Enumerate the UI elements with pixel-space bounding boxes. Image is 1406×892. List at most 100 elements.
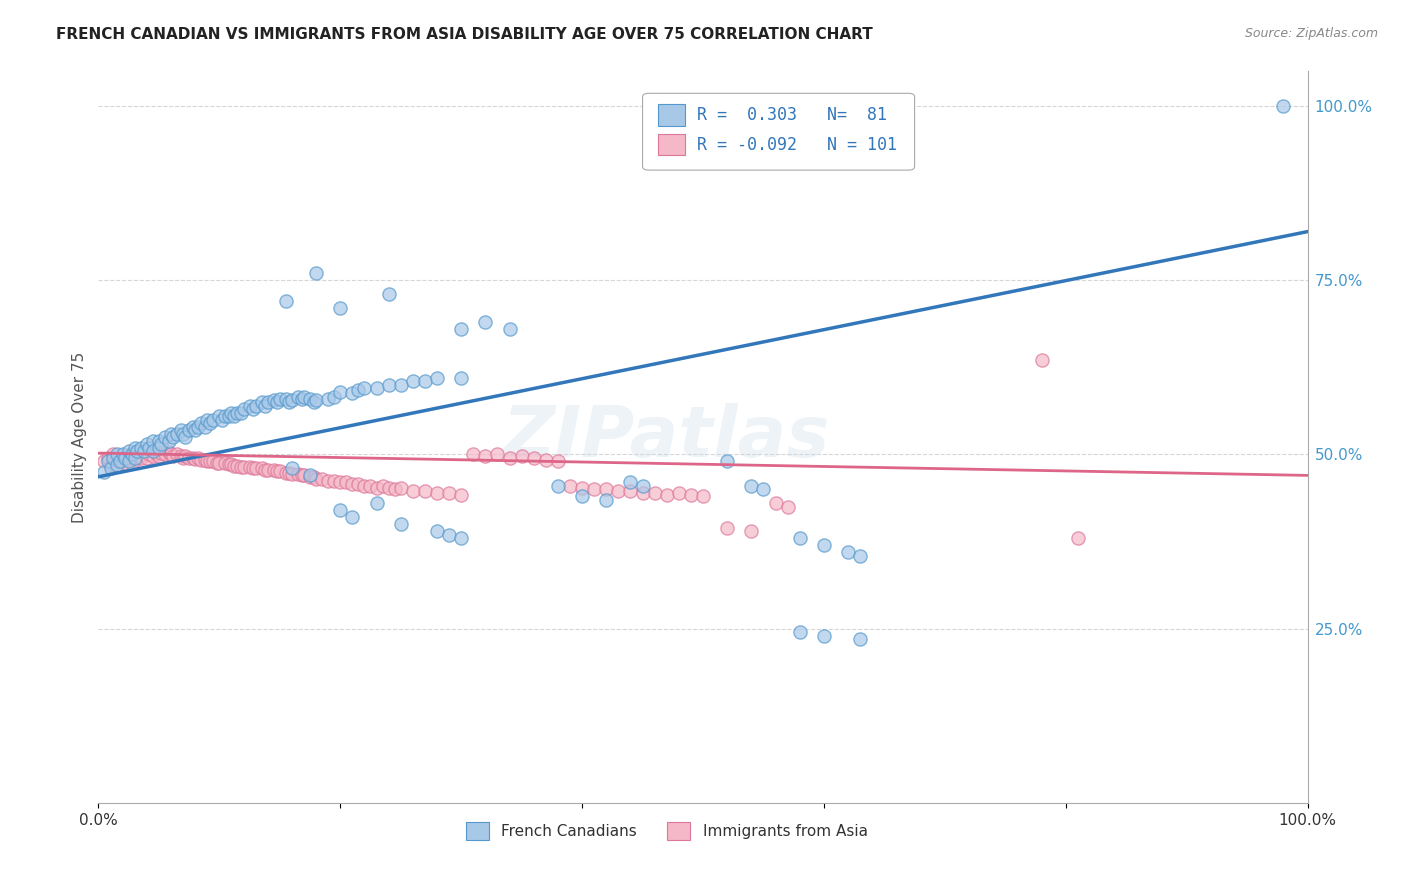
Point [172, 426, 194, 441]
Point [329, 301, 352, 316]
Point [281, 393, 304, 408]
Point [426, 485, 449, 500]
Point [302, 470, 325, 484]
Point [105, 448, 128, 462]
Point [108, 454, 131, 468]
Point [776, 500, 799, 514]
Point [138, 441, 160, 455]
Point [335, 475, 357, 490]
Point [129, 450, 152, 465]
Point [547, 454, 569, 468]
Point [353, 381, 375, 395]
Point [232, 460, 254, 475]
Point [101, 450, 124, 465]
Point [463, 448, 485, 462]
Point [101, 448, 124, 462]
Point [510, 449, 533, 463]
Point [105, 458, 128, 472]
Point [214, 409, 236, 424]
Point [583, 483, 606, 497]
Point [631, 485, 654, 500]
Point [813, 629, 835, 643]
Point [305, 266, 328, 280]
Y-axis label: Disability Age Over 75: Disability Age Over 75 [72, 351, 87, 523]
Point [184, 452, 207, 467]
Point [668, 485, 690, 500]
Point [571, 481, 593, 495]
Point [174, 430, 197, 444]
Point [172, 450, 194, 465]
Point [323, 474, 346, 488]
Point [269, 464, 291, 478]
Point [239, 460, 262, 475]
Point [290, 468, 312, 483]
Point [162, 430, 184, 444]
Point [266, 395, 288, 409]
Point [135, 450, 157, 465]
Point [169, 423, 191, 437]
Point [299, 468, 322, 483]
Point [849, 632, 872, 646]
Point [229, 460, 252, 475]
Point [595, 483, 617, 497]
Point [222, 409, 245, 424]
Point [290, 392, 312, 406]
Point [299, 470, 322, 484]
Point [181, 450, 204, 465]
Point [121, 449, 143, 463]
Point [837, 545, 859, 559]
Point [145, 446, 167, 460]
Point [166, 448, 188, 462]
Point [153, 430, 176, 444]
Point [150, 437, 173, 451]
Point [179, 423, 201, 437]
Point [118, 444, 141, 458]
Point [208, 409, 231, 424]
Point [305, 472, 328, 486]
Point [595, 492, 617, 507]
Point [124, 441, 146, 455]
Point [789, 625, 811, 640]
Point [571, 489, 593, 503]
Point [498, 450, 520, 465]
Point [287, 467, 309, 481]
Point [329, 503, 352, 517]
Point [124, 453, 146, 467]
Point [135, 437, 157, 451]
Point [402, 375, 425, 389]
Point [162, 449, 184, 463]
Point [389, 481, 412, 495]
Point [299, 392, 322, 406]
Point [187, 450, 209, 465]
Point [849, 549, 872, 563]
Point [190, 453, 212, 467]
Point [254, 399, 277, 413]
Point [342, 476, 364, 491]
Point [413, 375, 436, 389]
Point [242, 402, 264, 417]
Point [263, 463, 285, 477]
Point [523, 450, 546, 465]
Point [97, 454, 120, 468]
Point [353, 479, 375, 493]
Point [292, 468, 315, 483]
Point [316, 474, 339, 488]
Point [789, 531, 811, 545]
Point [311, 472, 333, 486]
Point [111, 448, 134, 462]
Point [716, 521, 738, 535]
Point [450, 488, 472, 502]
Point [138, 448, 160, 462]
Point [450, 322, 472, 336]
Point [278, 395, 301, 409]
Point [222, 458, 245, 473]
Point [100, 458, 122, 472]
FancyBboxPatch shape [658, 104, 685, 126]
Point [347, 476, 370, 491]
Point [184, 423, 207, 437]
Point [127, 449, 149, 463]
Point [108, 450, 131, 465]
Point [121, 448, 143, 462]
Point [389, 377, 412, 392]
Point [558, 479, 581, 493]
